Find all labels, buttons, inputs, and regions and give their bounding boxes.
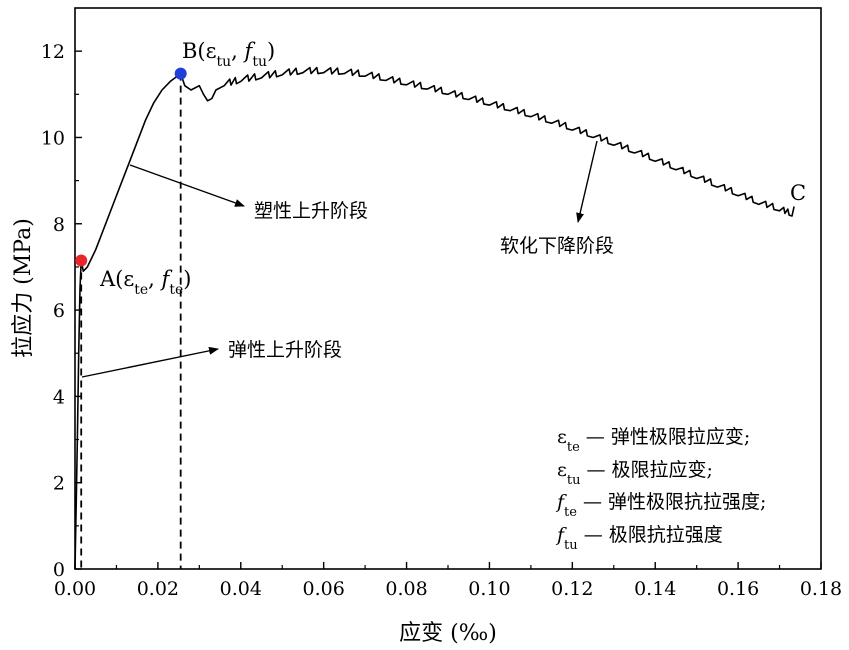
y-tick-label: 4 [53, 386, 65, 408]
softening-arrow [576, 140, 598, 223]
key-point-markers [75, 67, 187, 267]
x-axis-label: 应变 (‰) [399, 621, 497, 646]
stress-strain-curve [74, 66, 795, 570]
legend-note-f-te: fte — 弹性极限抗拉强度; [555, 491, 766, 520]
legend-notes: εte — 弹性极限拉应变; εtu — 极限拉应变; fte — 弹性极限抗拉… [555, 426, 766, 553]
elastic-rise-annotation: 弹性上升阶段 [228, 339, 342, 361]
y-tick-label: 10 [41, 127, 65, 149]
y-tick-label: 12 [41, 41, 65, 63]
x-tick-label: 0.12 [551, 578, 593, 600]
legend-note-f-tu: ftu — 极限抗拉强度 [555, 524, 723, 553]
marker-point-b [174, 67, 187, 80]
x-tick-label: 0.14 [634, 578, 676, 600]
x-tick-label: 0.10 [468, 578, 510, 600]
point-label-c: C [790, 181, 806, 205]
softening-annotation: 软化下降阶段 [500, 235, 614, 257]
x-tick-label: 0.18 [800, 578, 842, 600]
x-tick-label: 0.02 [137, 578, 179, 600]
x-tick-label: 0.08 [385, 578, 427, 600]
y-axis-label: 拉应力 (MPa) [11, 218, 36, 358]
x-tick-label: 0.06 [303, 578, 345, 600]
axis-ticks: 0.00 0.02 0.04 0.06 0.08 0.10 0.12 0.14 0.16 0.18… [41, 41, 842, 600]
marker-point-a [75, 254, 88, 267]
y-tick-label: 8 [53, 214, 65, 236]
point-label-b: B(εtu, ftu) [182, 39, 275, 70]
x-tick-label: 0.04 [220, 578, 262, 600]
legend-note-eps-tu: εtu — 极限拉应变; [557, 459, 713, 488]
legend-note-eps-te: εte — 弹性极限拉应变; [557, 426, 750, 455]
x-tick-label: 0.16 [717, 578, 759, 600]
plastic-rise-annotation: 塑性上升阶段 [254, 200, 368, 222]
x-tick-label: 0.00 [54, 578, 96, 600]
reference-dashed-lines [80, 73, 182, 569]
point-label-a: A(εte, fte) [99, 267, 191, 298]
y-tick-label: 6 [53, 300, 65, 322]
plastic-rise-arrow [129, 164, 245, 207]
y-tick-label: 0 [53, 559, 65, 581]
elastic-rise-arrow [81, 346, 219, 378]
y-tick-label: 2 [53, 473, 65, 495]
